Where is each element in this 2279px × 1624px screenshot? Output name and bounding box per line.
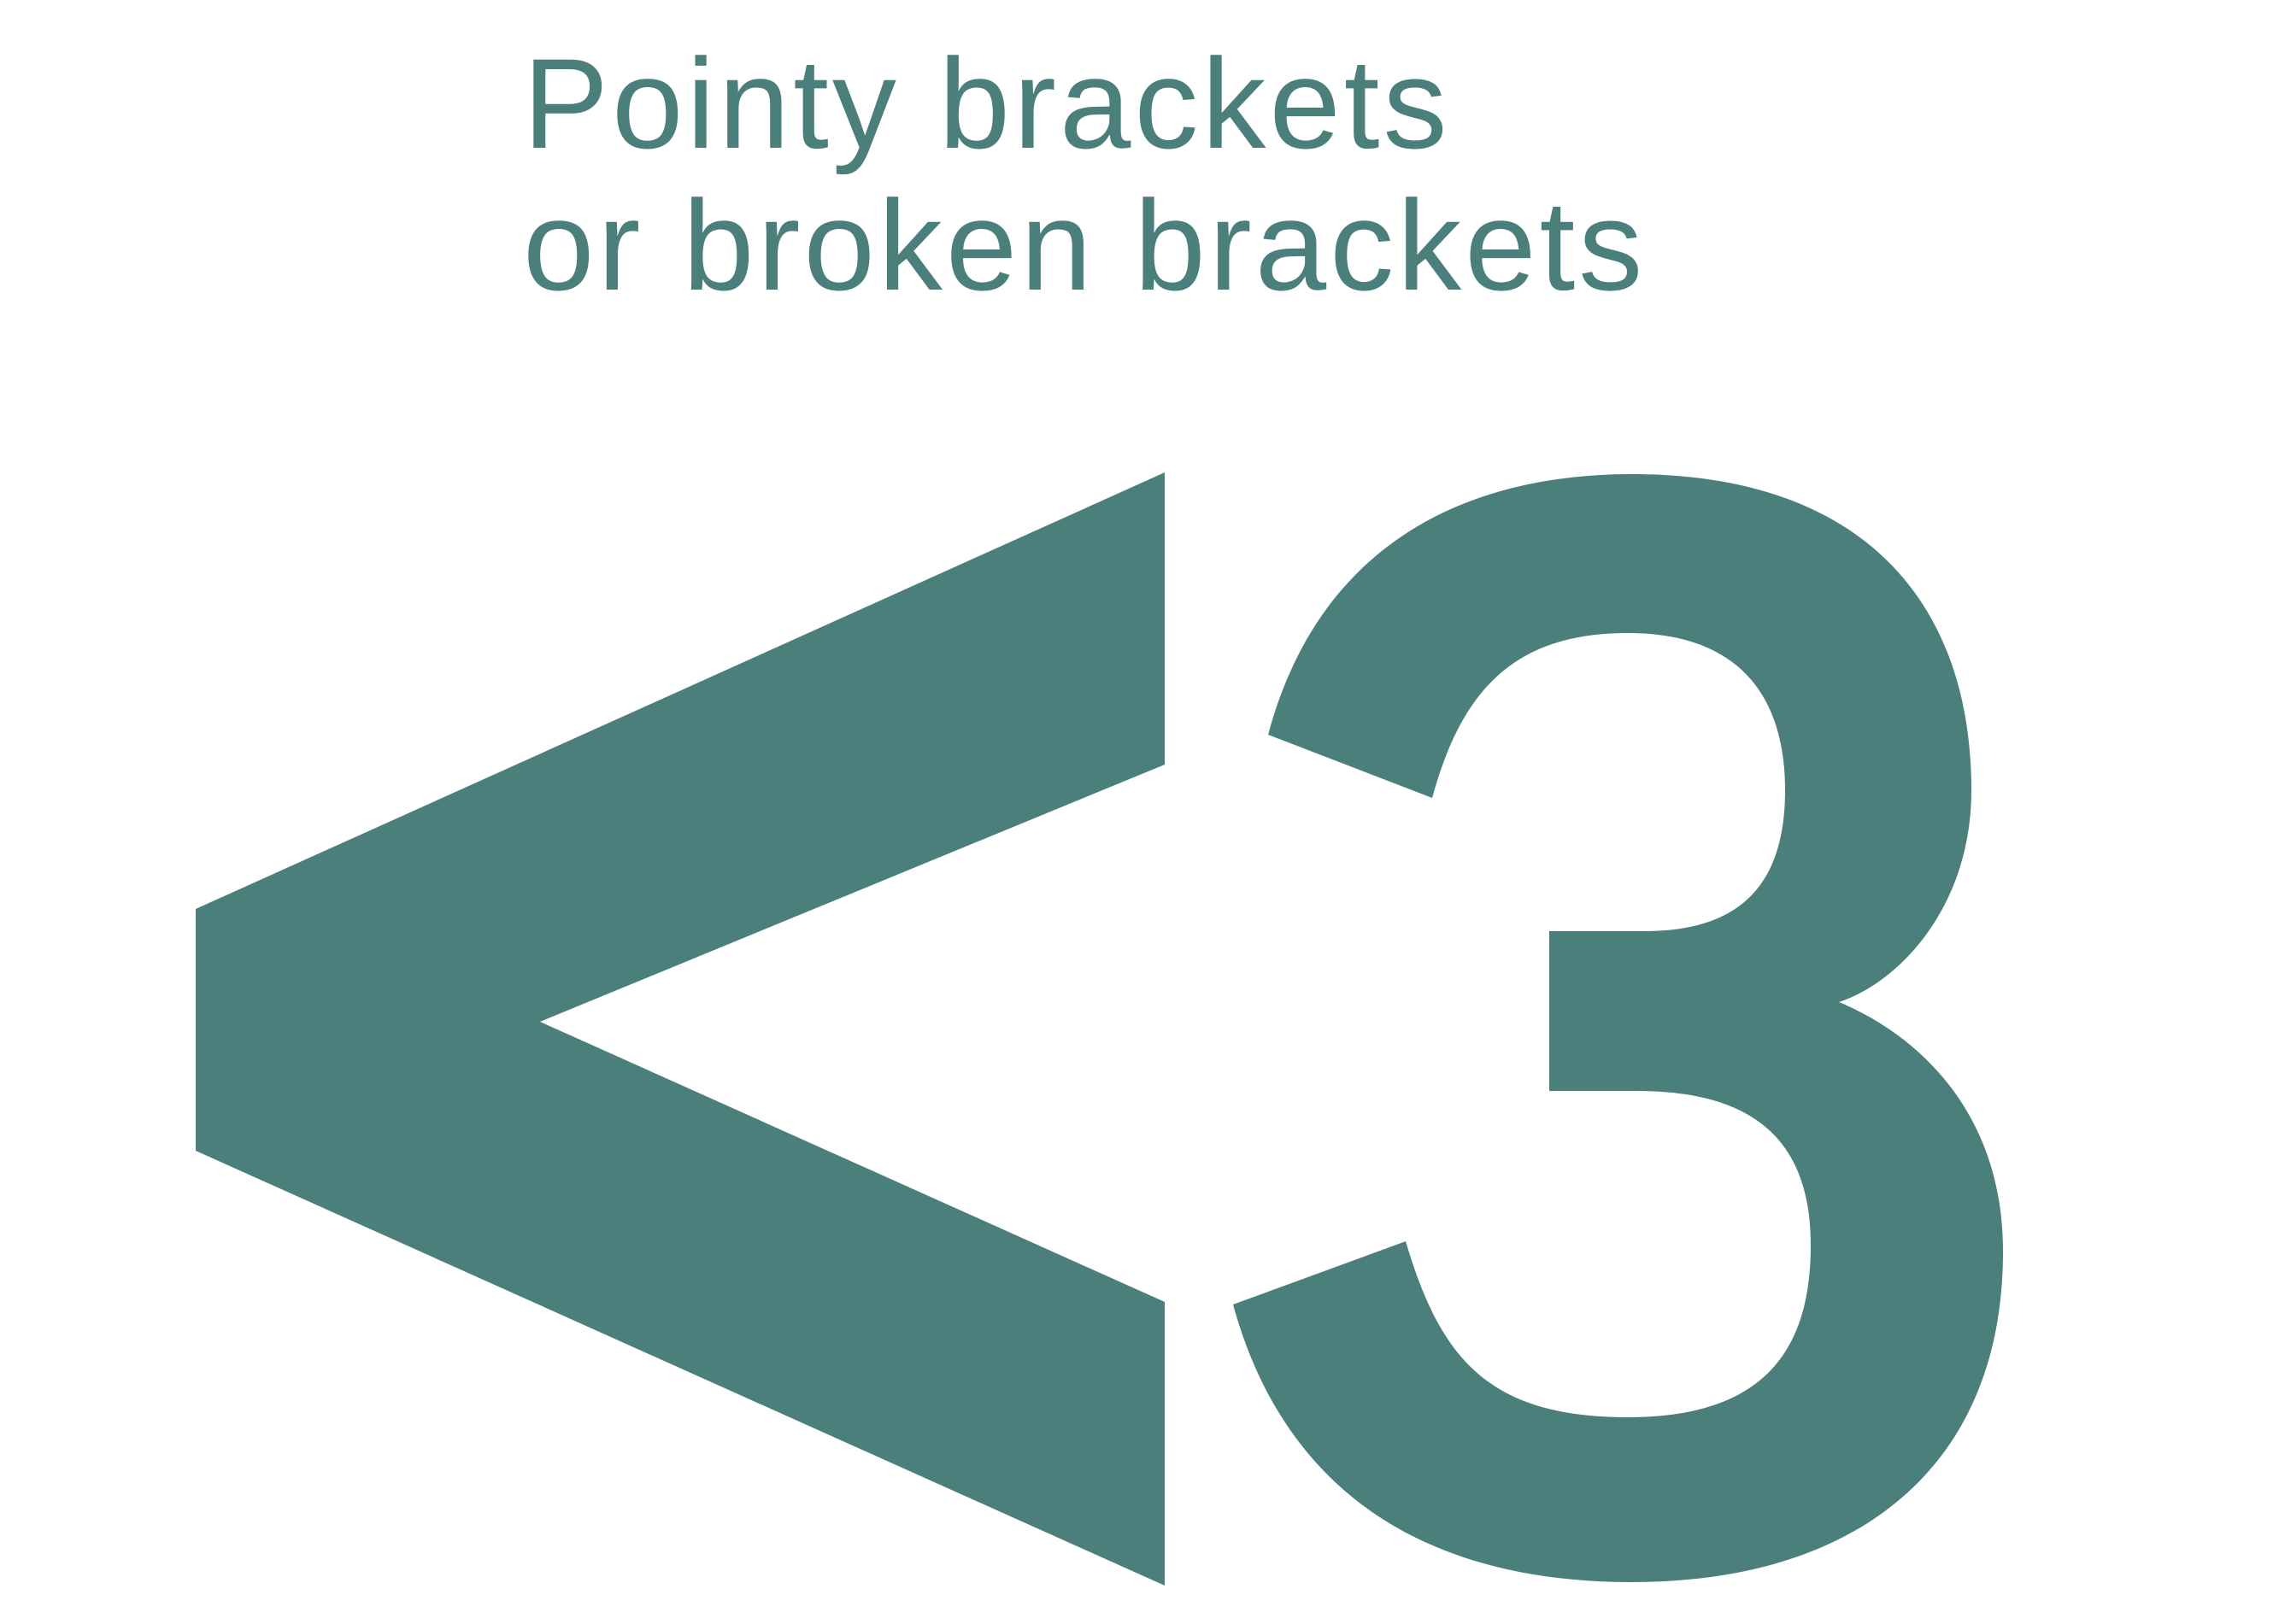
caption-line-2: or broken brackets [523,173,1647,317]
digit-three-icon [1233,474,2003,1582]
less-than-bracket-icon [196,472,1165,1586]
caption: Pointy brackets or broken brackets [523,32,1646,316]
caption-line-1: Pointy brackets [523,32,1451,175]
